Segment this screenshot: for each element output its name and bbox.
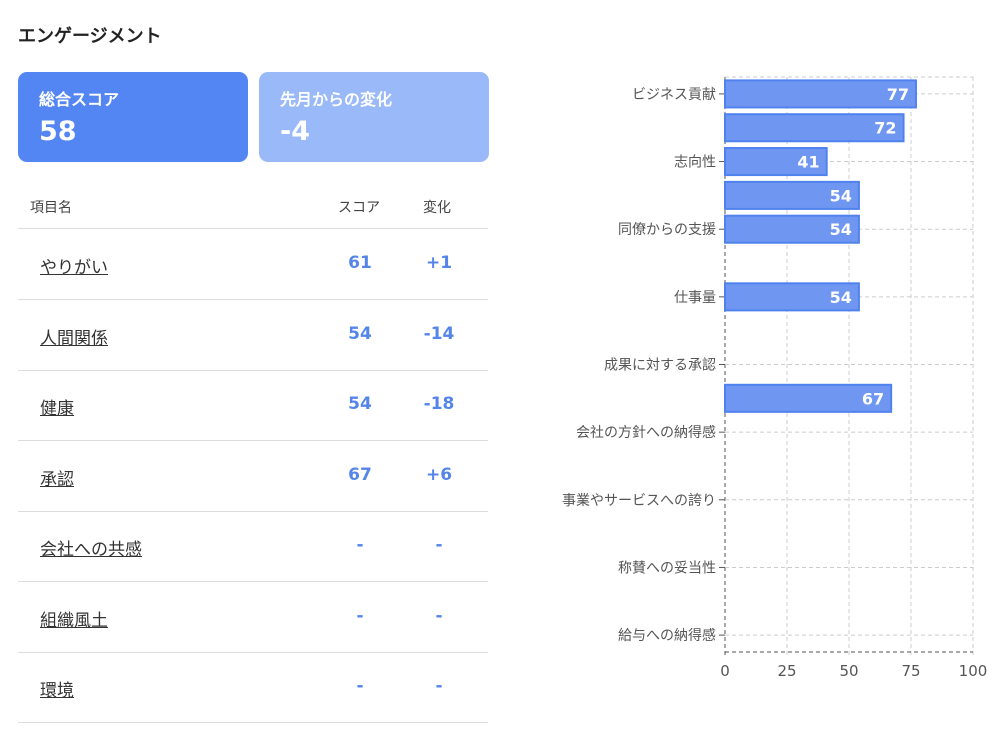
- item-link[interactable]: 会社への共感: [40, 540, 142, 560]
- header-name: 項目名: [30, 200, 72, 216]
- item-score: 54: [348, 323, 372, 344]
- item-change: -: [435, 535, 443, 555]
- bar-value-label: 41: [797, 153, 819, 172]
- x-tick-label: 75: [901, 662, 920, 680]
- bar: [724, 282, 860, 312]
- table-row: 組織風土 - -: [18, 582, 488, 653]
- y-tick-label: 志向性: [674, 155, 716, 171]
- y-tick-label: ビジネス貢献: [632, 87, 716, 103]
- y-tick-label: 事業やサービスへの誇り: [562, 493, 716, 509]
- y-tick-label: 仕事量: [674, 290, 716, 306]
- bar-value-label: 77: [887, 85, 909, 104]
- header-score: スコア: [338, 200, 380, 216]
- x-tick-label: 50: [839, 662, 858, 680]
- header-change: 変化: [423, 200, 451, 216]
- x-tick-label: 25: [777, 662, 796, 680]
- item-change: -14: [423, 323, 455, 344]
- table-header: 項目名 スコア 変化: [18, 190, 488, 229]
- bar: [724, 113, 905, 143]
- item-link[interactable]: 人間関係: [40, 328, 108, 349]
- card-value: -4: [280, 116, 310, 147]
- item-score: 67: [348, 464, 372, 485]
- item-link[interactable]: 環境: [40, 681, 74, 701]
- item-score: 61: [348, 253, 372, 273]
- item-score: -: [356, 535, 364, 555]
- item-change: -: [435, 605, 443, 626]
- table-row: 健康 54 -18: [18, 370, 488, 441]
- bar-value-label: 54: [830, 288, 852, 307]
- bar: [724, 79, 917, 109]
- bar: [724, 180, 860, 210]
- item-score: 54: [348, 394, 372, 414]
- x-tick-label: 0: [720, 662, 730, 680]
- bar: [724, 147, 828, 177]
- card-value: 58: [39, 116, 77, 147]
- table-row: 環境 - -: [18, 652, 488, 723]
- y-tick-label: 会社の方針への納得感: [576, 424, 716, 441]
- item-change: +1: [425, 253, 453, 273]
- card-label: 先月からの変化: [280, 90, 393, 109]
- y-tick-label: 成果に対する承認: [604, 358, 716, 374]
- y-tick-label: 給与への納得感: [618, 627, 716, 644]
- card-label: 総合スコア: [39, 90, 120, 109]
- monthly-change-card: 先月からの変化 -4: [259, 72, 489, 162]
- bar-value-label: 67: [862, 389, 884, 408]
- table-row: 会社への共感 - -: [18, 511, 488, 582]
- table-row: 承認 67 +6: [18, 441, 488, 512]
- item-link[interactable]: 組織風土: [40, 610, 108, 631]
- item-score: -: [356, 676, 364, 696]
- bar: [724, 383, 893, 413]
- item-change: -: [435, 676, 443, 696]
- total-score-card: 総合スコア 58: [18, 72, 248, 162]
- bar: [724, 214, 860, 244]
- x-tick-label: 100: [959, 662, 988, 680]
- bar-value-label: 72: [874, 119, 896, 138]
- bar-value-label: 54: [830, 186, 852, 205]
- item-link[interactable]: 健康: [40, 399, 74, 419]
- bar-value-label: 54: [830, 220, 852, 239]
- page-title: エンゲージメント: [18, 26, 162, 47]
- y-tick-label: 称賛への妥当性: [618, 560, 716, 576]
- item-change: -18: [423, 394, 455, 414]
- table-row: 人間関係 54 -14: [18, 300, 488, 371]
- table-row: やりがい 61 +1: [18, 229, 488, 300]
- item-link[interactable]: やりがい: [40, 258, 108, 278]
- item-change: +6: [425, 464, 453, 485]
- item-score: -: [356, 605, 364, 626]
- item-link[interactable]: 承認: [40, 469, 74, 490]
- y-tick-label: 同僚からの支援: [618, 222, 716, 238]
